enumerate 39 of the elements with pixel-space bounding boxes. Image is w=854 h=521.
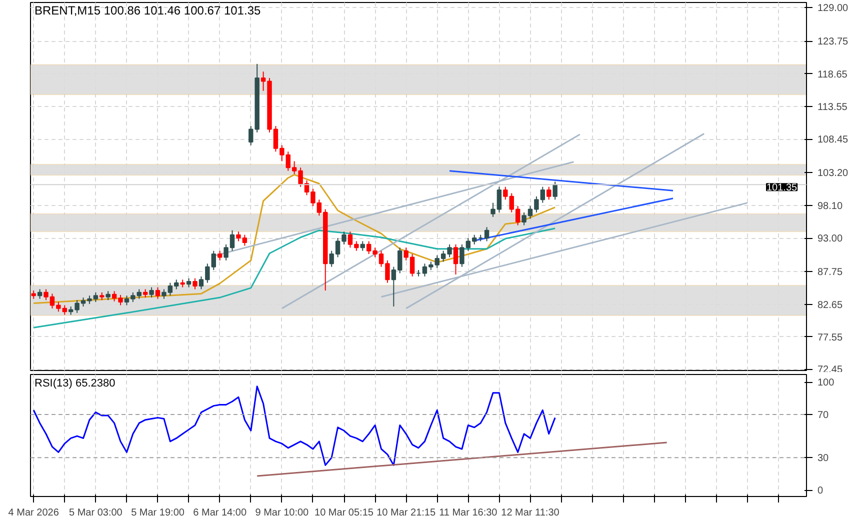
line-series	[32, 228, 556, 328]
x-tick-label: 10 Mar 21:15	[376, 508, 436, 518]
candlestick	[155, 286, 160, 300]
candlestick	[149, 286, 154, 298]
ref-line-label: 101.35	[766, 182, 798, 194]
x-tick-label: 11 Mar 16:30	[439, 508, 498, 518]
y-tick-label: 123.75	[818, 36, 849, 48]
y-tick-label: 118.65	[818, 69, 848, 80]
candlestick	[453, 244, 458, 275]
y-tick-label: 70	[818, 410, 830, 421]
y-tick-label: 93.00	[818, 234, 843, 245]
y-tick-label: 103.20	[818, 168, 849, 180]
candlestick	[552, 181, 558, 200]
y-tick-label: 113.55	[818, 102, 848, 113]
x-tick-label: 5 Mar 19:00	[131, 508, 185, 518]
x-tick-label: 4 Mar 2026	[8, 508, 60, 518]
x-tick-label: 5 Mar 03:00	[69, 508, 123, 518]
y-tick-label: 82.65	[818, 300, 843, 311]
y-tick-label: 108.45	[818, 134, 849, 146]
candlestick	[217, 250, 222, 261]
x-tick-label: 6 Mar 14:00	[193, 508, 247, 518]
y-tick-label: 100	[818, 378, 835, 389]
candlestick	[546, 186, 552, 200]
candlestick	[360, 240, 365, 252]
candlestick	[192, 278, 198, 290]
y-tick-label: 0	[818, 486, 824, 497]
y-tick-label: 98.10	[818, 200, 843, 212]
y-tick-label: 129.00	[818, 3, 849, 14]
x-tick-label: 9 Mar 10:00	[255, 508, 310, 518]
chart-title: RSI(13) 65.2380	[34, 378, 116, 390]
x-tick-label: 10 Mar 05:15	[314, 508, 374, 518]
x-tick-label: 12 Mar 11:30	[501, 508, 560, 518]
chart-title: BRENT,M15 100.86 101.46 100.67 101.35	[34, 4, 261, 18]
candlestick	[37, 288, 42, 300]
line-series	[32, 174, 556, 304]
y-tick-label: 87.75	[818, 267, 843, 278]
candlestick	[484, 226, 490, 242]
y-tick-label: 30	[818, 453, 830, 464]
y-tick-label: 77.55	[818, 332, 843, 344]
